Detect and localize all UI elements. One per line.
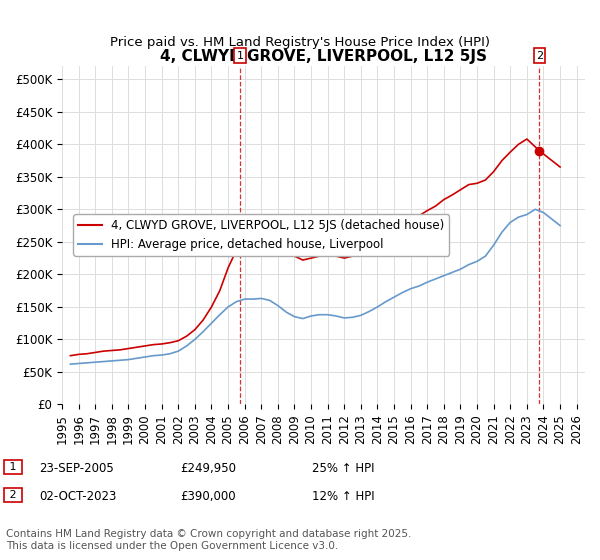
Text: 2: 2 — [6, 490, 20, 500]
Text: 23-SEP-2005: 23-SEP-2005 — [39, 462, 114, 475]
Text: 1: 1 — [237, 50, 244, 60]
Legend: 4, CLWYD GROVE, LIVERPOOL, L12 5JS (detached house), HPI: Average price, detache: 4, CLWYD GROVE, LIVERPOOL, L12 5JS (deta… — [73, 214, 449, 255]
Text: £249,950: £249,950 — [180, 462, 236, 475]
Text: 25% ↑ HPI: 25% ↑ HPI — [312, 462, 374, 475]
Title: 4, CLWYD GROVE, LIVERPOOL, L12 5JS: 4, CLWYD GROVE, LIVERPOOL, L12 5JS — [160, 49, 487, 64]
Text: 02-OCT-2023: 02-OCT-2023 — [39, 490, 116, 503]
Text: 12% ↑ HPI: 12% ↑ HPI — [312, 490, 374, 503]
Text: £390,000: £390,000 — [180, 490, 236, 503]
Text: 1: 1 — [6, 462, 20, 472]
Text: Price paid vs. HM Land Registry's House Price Index (HPI): Price paid vs. HM Land Registry's House … — [110, 36, 490, 49]
Text: 2: 2 — [536, 50, 543, 60]
Text: Contains HM Land Registry data © Crown copyright and database right 2025.
This d: Contains HM Land Registry data © Crown c… — [6, 529, 412, 551]
